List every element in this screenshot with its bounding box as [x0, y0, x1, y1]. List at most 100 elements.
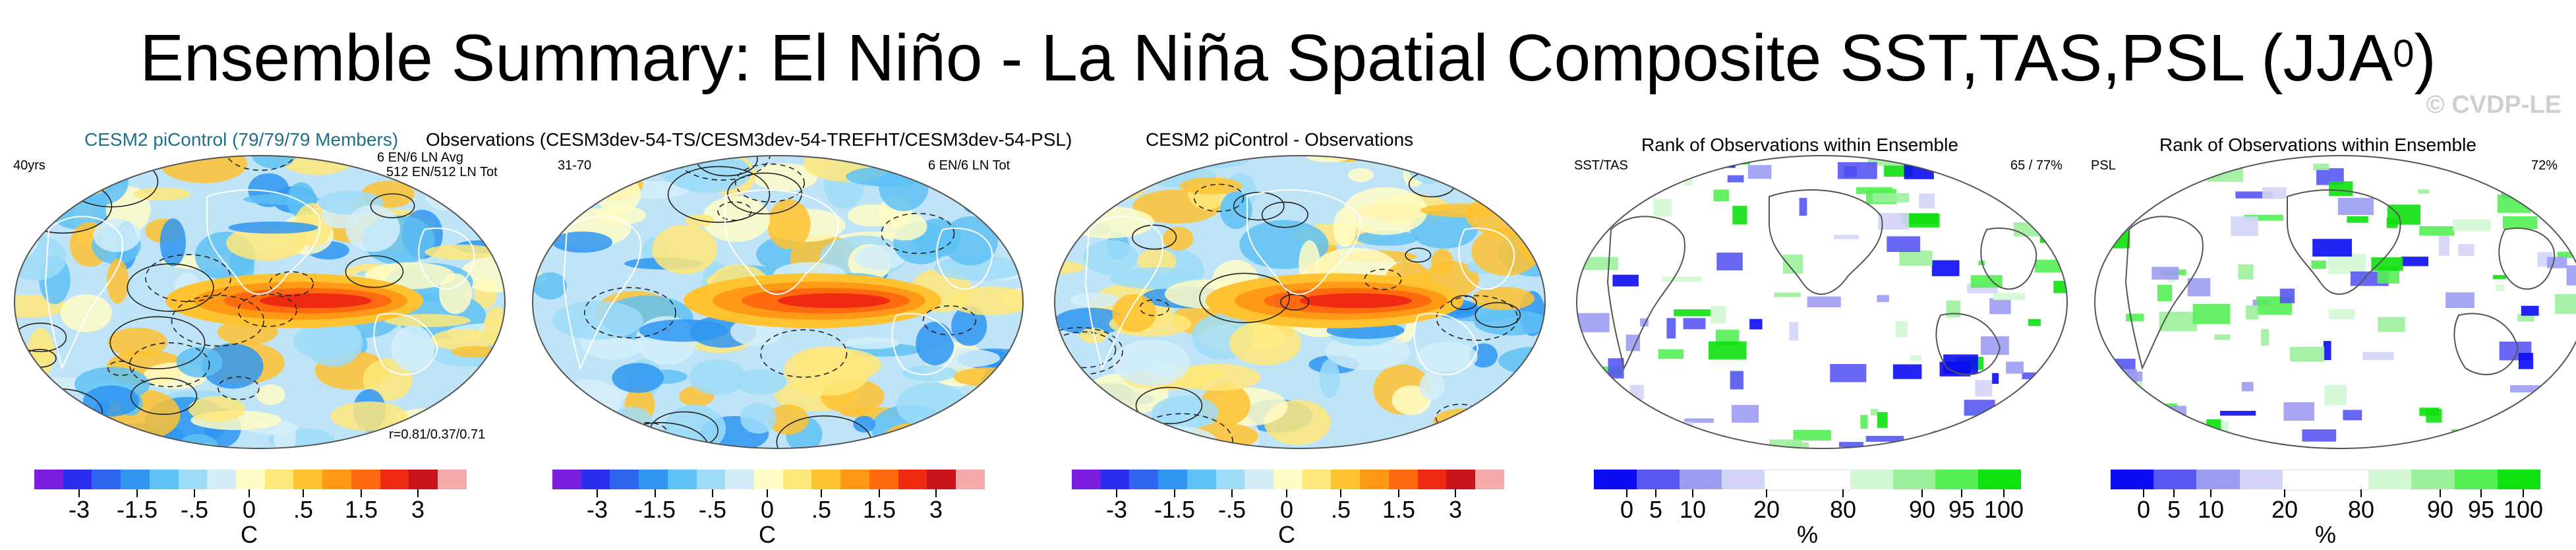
anomaly-patch — [1420, 203, 1510, 218]
rank-patch — [1856, 187, 1892, 195]
colorbar-tick — [1842, 489, 1844, 497]
rank-patch — [2453, 219, 2491, 231]
rank-patch — [2039, 226, 2055, 243]
colorbar-tick — [879, 489, 880, 497]
pressure-contour — [129, 342, 210, 388]
coastline — [1935, 313, 2001, 375]
anomaly-patch — [883, 212, 927, 241]
colorbar-tick — [1455, 489, 1456, 497]
panel5-percent-label: 72% — [2531, 158, 2558, 173]
colorbar-tick — [1286, 489, 1287, 497]
anomaly-patch — [1152, 363, 1177, 377]
anomaly-patch — [160, 218, 187, 267]
coastline — [1769, 189, 1883, 295]
colorbar-tick-label: 5 — [2167, 496, 2181, 523]
colorbar-segment — [782, 470, 812, 489]
anomaly-patch — [1156, 156, 1236, 160]
rank-patch — [1608, 358, 1624, 379]
rank-patch — [2540, 199, 2572, 214]
pressure-contour — [1132, 224, 1177, 250]
rank-patch — [2500, 439, 2530, 446]
globe-border — [1054, 155, 1546, 449]
anomaly-patch — [652, 224, 718, 274]
anomaly-patch — [1522, 392, 1545, 432]
colorbar-tick-label: 0 — [242, 496, 256, 523]
rank-patch — [2419, 408, 2440, 416]
rank-patch — [2571, 183, 2576, 197]
colorbar-tick — [767, 489, 768, 497]
colorbar-segment — [2454, 470, 2498, 489]
colorbar-tick-label: 80 — [2347, 496, 2375, 523]
colorbar-tick — [2523, 489, 2524, 497]
anomaly-patch — [1064, 206, 1154, 239]
colorbar-tick — [2143, 489, 2144, 497]
colorbar-segment — [438, 470, 467, 489]
rank-patch — [2556, 392, 2576, 402]
rank-patch — [1789, 322, 1799, 341]
rank-patch — [2481, 430, 2505, 445]
rank-patch — [1992, 373, 1999, 384]
colorbar-segment — [1446, 470, 1476, 489]
panel5-title: Rank of Observations within Ensemble — [2159, 135, 2476, 155]
colorbar-tick-label: -3 — [586, 496, 608, 523]
anomaly-patch — [460, 256, 505, 293]
rank-patch — [1618, 170, 1650, 185]
rank-patch — [2207, 162, 2243, 182]
el-nino-warm-tongue — [260, 293, 372, 309]
rank-patch — [2328, 253, 2366, 274]
colorbar-tick-label: 0 — [2136, 496, 2151, 523]
panel2-map — [527, 150, 1028, 454]
colorbar-segment — [2325, 470, 2369, 491]
anomaly-patch — [446, 394, 505, 408]
page-title: Ensemble Summary: El Niño - La Niña Spat… — [140, 21, 2436, 95]
rank-patch — [2113, 415, 2127, 431]
anomaly-patch — [1474, 310, 1545, 336]
pressure-contour — [1450, 295, 1477, 311]
colorbar-segment — [149, 470, 179, 489]
colorbar-segment — [811, 470, 841, 489]
pressure-contour — [218, 376, 260, 400]
rank-patch — [2152, 266, 2179, 280]
pressure-contour — [345, 255, 404, 288]
panel1-title: CESM2 piControl (79/79/79 Members) — [84, 129, 399, 150]
colorbar-segment — [1388, 470, 1418, 489]
colorbar-tick — [1921, 489, 1923, 497]
anomaly-patch — [533, 416, 593, 446]
anomaly-patch — [160, 156, 248, 183]
anomaly-patch — [1055, 389, 1072, 433]
rank-patch — [2100, 229, 2130, 249]
rank-patch — [2206, 419, 2221, 435]
anomaly-patch — [942, 172, 999, 193]
anomaly-patch — [251, 156, 297, 169]
rank-patch — [2502, 216, 2538, 229]
pressure-contour — [1193, 183, 1244, 212]
colorbar-tick — [1766, 489, 1767, 497]
colorbar-tick-label: .5 — [1330, 496, 1351, 523]
rank-patch — [2262, 187, 2287, 199]
colorbar-tick — [1655, 489, 1656, 497]
anomaly-patch — [552, 231, 613, 253]
anomaly-patch — [345, 204, 400, 252]
colorbar-3 — [1072, 470, 1504, 489]
colorbar-segment — [351, 470, 380, 489]
anomaly-patch — [1219, 191, 1252, 229]
colorbar-segment — [1100, 470, 1130, 489]
rank-patch — [1605, 166, 1638, 183]
coastline — [418, 228, 475, 290]
colorbar-tick-label: 20 — [2271, 496, 2298, 523]
coastline — [1606, 216, 1685, 370]
panel3-map — [1049, 150, 1550, 454]
rank-patch — [2323, 341, 2331, 361]
pressure-contour — [1135, 386, 1203, 425]
anomaly-patch — [1179, 177, 1243, 195]
colorbar-tick-label: 20 — [1753, 496, 1780, 523]
anomaly-patch — [15, 170, 55, 202]
rank-patch — [2159, 311, 2197, 332]
anomaly-patch — [1077, 420, 1125, 438]
anomaly-patch — [689, 359, 746, 396]
anomaly-patch — [451, 346, 500, 358]
colorbar-tick — [361, 489, 362, 497]
rank-patch — [2246, 305, 2259, 320]
pressure-contour — [611, 422, 710, 448]
rank-patch — [2055, 443, 2067, 448]
